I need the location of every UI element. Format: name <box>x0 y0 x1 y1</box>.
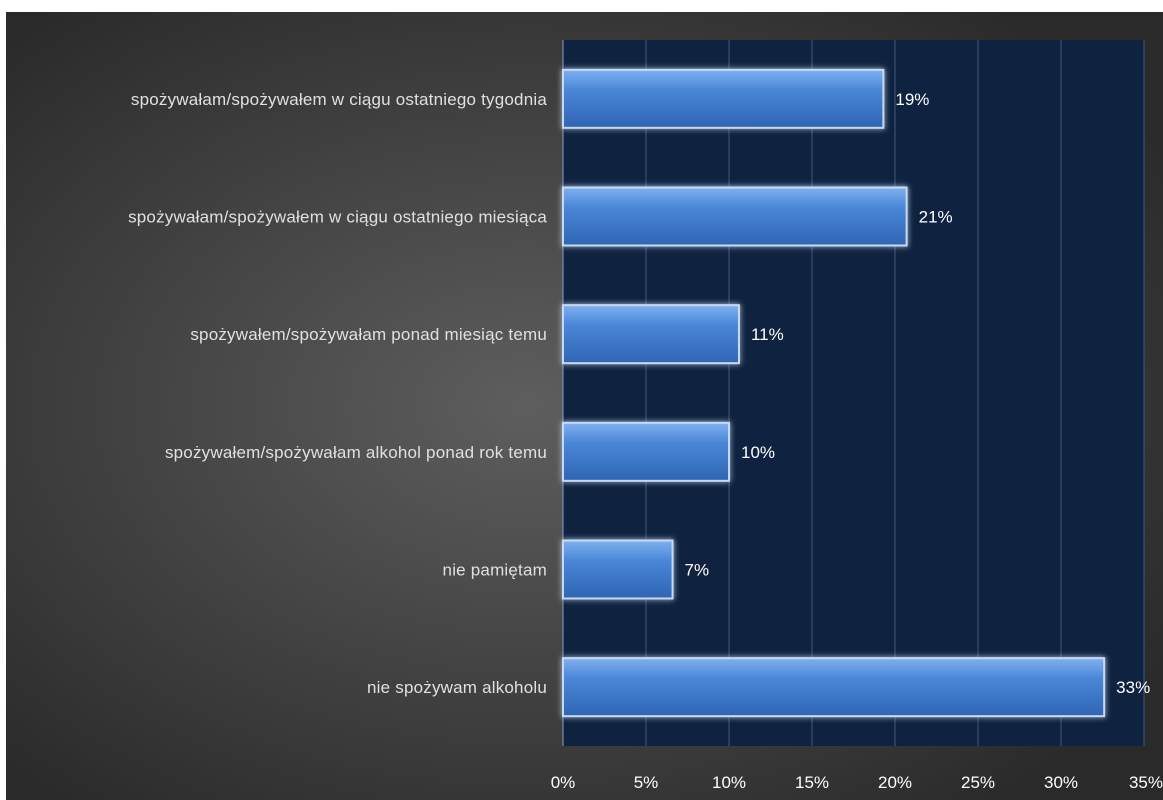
gridlines <box>562 40 1145 746</box>
category-labels: spożywałam/spożywałem w ciągu ostatniego… <box>128 90 547 697</box>
x-tick-label: 15% <box>795 773 829 792</box>
category-label: nie pamiętam <box>443 561 547 580</box>
x-tick-label: 10% <box>712 773 746 792</box>
bars <box>562 68 1106 718</box>
value-label: 21% <box>919 208 953 227</box>
value-label: 33% <box>1116 678 1150 697</box>
bar <box>562 68 885 129</box>
x-axis-ticks: 0% 5% 10% 15% 20% 25% 30% 35% <box>551 773 1163 792</box>
category-label: spożywałam/spożywałem w ciągu ostatniego… <box>128 208 547 227</box>
bar <box>562 657 1106 718</box>
value-label: 11% <box>751 325 784 344</box>
value-label: 7% <box>685 561 710 580</box>
category-label: spożywałem/spożywałam ponad miesiąc temu <box>190 325 547 344</box>
category-label: spożywałem/spożywałam alkohol ponad rok … <box>165 443 547 462</box>
x-tick-label: 20% <box>878 773 912 792</box>
category-label: spożywałam/spożywałem w ciągu ostatniego… <box>131 90 547 109</box>
x-tick-label: 5% <box>634 773 659 792</box>
x-tick-label: 0% <box>551 773 576 792</box>
chart-svg: spożywałam/spożywałem w ciągu ostatniego… <box>6 12 1163 800</box>
x-tick-label: 25% <box>961 773 995 792</box>
bar <box>562 186 908 247</box>
bar-chart: spożywałam/spożywałem w ciągu ostatniego… <box>6 12 1163 800</box>
plot-area <box>563 40 1144 746</box>
bar <box>562 421 730 482</box>
category-label: nie spożywam alkoholu <box>367 678 547 697</box>
value-label: 19% <box>895 90 929 109</box>
bar <box>562 539 674 600</box>
x-tick-label: 30% <box>1044 773 1078 792</box>
x-tick-label: 35% <box>1129 773 1163 792</box>
value-label: 10% <box>741 443 775 462</box>
bar <box>562 304 740 365</box>
value-labels: 19% 21% 11% 10% 7% 33% <box>685 90 1151 697</box>
